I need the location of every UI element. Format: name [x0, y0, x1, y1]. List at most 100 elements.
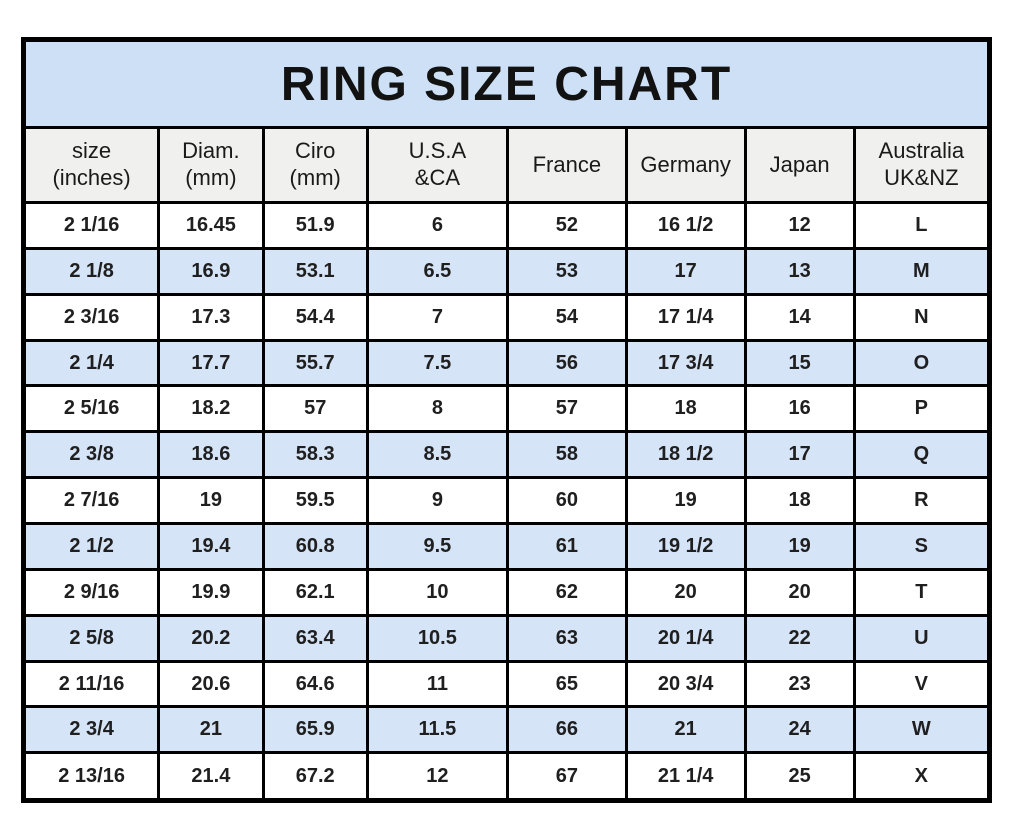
table-cell: 21 — [624, 705, 747, 755]
table-cell: 20 — [743, 567, 856, 617]
table-cell: R — [852, 476, 992, 526]
table-cell: 58.3 — [261, 430, 369, 480]
column-header-5: Germany — [624, 126, 747, 204]
table-cell: 23 — [743, 659, 856, 709]
table-cell: 2 13/16 — [21, 751, 161, 802]
table-cell: 24 — [743, 705, 856, 755]
table-cell: 20 — [624, 567, 747, 617]
table-cell: 60.8 — [261, 522, 369, 571]
table-cell: 65 — [505, 659, 628, 709]
table-row: 2 1/16 16.45 51.9 6 52 16 1/2 12 L — [21, 201, 992, 250]
table-row: 2 1/2 19.4 60.8 9.5 61 19 1/2 19 S — [21, 522, 992, 571]
table-cell: 2 1/2 — [21, 522, 161, 571]
table-cell: 16.9 — [157, 246, 265, 296]
table-cell: 21 — [157, 705, 265, 755]
table-row: 2 11/16 20.6 64.6 11 65 20 3/4 23 V — [21, 659, 992, 709]
table-cell: 19 — [157, 476, 265, 526]
table-cell: 16.45 — [157, 201, 265, 250]
table-cell: 6.5 — [365, 246, 509, 296]
table-cell: 53.1 — [261, 246, 369, 296]
table-cell: 56 — [505, 338, 628, 388]
table-cell: 60 — [505, 476, 628, 526]
table-cell: 52 — [505, 201, 628, 250]
table-row: 2 3/8 18.6 58.3 8.5 58 18 1/2 17 Q — [21, 430, 992, 480]
table-cell: 14 — [743, 292, 856, 342]
table-cell: T — [852, 567, 992, 617]
table-cell: 17 1/4 — [624, 292, 747, 342]
table-cell: 63 — [505, 613, 628, 663]
table-cell: 2 9/16 — [21, 567, 161, 617]
table-cell: 8 — [365, 384, 509, 434]
table-row: 2 3/16 17.3 54.4 7 54 17 1/4 14 N — [21, 292, 992, 342]
table-cell: 2 11/16 — [21, 659, 161, 709]
table-cell: 17 3/4 — [624, 338, 747, 388]
table-cell: 54.4 — [261, 292, 369, 342]
table-cell: 59.5 — [261, 476, 369, 526]
table-cell: 2 7/16 — [21, 476, 161, 526]
table-cell: 19 — [624, 476, 747, 526]
table-cell: 18 1/2 — [624, 430, 747, 480]
table-cell: 11.5 — [365, 705, 509, 755]
table-cell: 2 5/8 — [21, 613, 161, 663]
table-cell: 7 — [365, 292, 509, 342]
table-cell: 2 1/4 — [21, 338, 161, 388]
table-row: 2 5/16 18.2 57 8 57 18 16 P — [21, 384, 992, 434]
table-body: 2 1/16 16.45 51.9 6 52 16 1/2 12 L 2 1/8 16.9 53.1… — [21, 201, 992, 802]
table-cell: 17 — [743, 430, 856, 480]
table-cell: 9.5 — [365, 522, 509, 571]
table-cell: P — [852, 384, 992, 434]
table-cell: 16 — [743, 384, 856, 434]
table-row: 2 1/4 17.7 55.7 7.5 56 17 3/4 15 O — [21, 338, 992, 388]
table-cell: 62.1 — [261, 567, 369, 617]
column-header-2: Ciro (mm) — [261, 126, 369, 204]
table-cell: 65.9 — [261, 705, 369, 755]
table-cell: V — [852, 659, 992, 709]
column-header-6: Japan — [743, 126, 856, 204]
table-cell: 19.9 — [157, 567, 265, 617]
table-cell: 67.2 — [261, 751, 369, 802]
table-cell: 7.5 — [365, 338, 509, 388]
table-cell: 18 — [743, 476, 856, 526]
table-cell: 18.2 — [157, 384, 265, 434]
table-cell: 19.4 — [157, 522, 265, 571]
table-cell: 2 3/4 — [21, 705, 161, 755]
table-cell: U — [852, 613, 992, 663]
table-cell: L — [852, 201, 992, 250]
table-cell: 51.9 — [261, 201, 369, 250]
table-cell: 22 — [743, 613, 856, 663]
table-cell: 2 1/8 — [21, 246, 161, 296]
column-header-1: Diam. (mm) — [157, 126, 265, 204]
table-cell: 21 1/4 — [624, 751, 747, 802]
column-header-0: size (inches) — [21, 126, 161, 204]
table-cell: O — [852, 338, 992, 388]
table-cell: 13 — [743, 246, 856, 296]
table-cell: 2 3/8 — [21, 430, 161, 480]
table-row: 2 1/8 16.9 53.1 6.5 53 17 13 M — [21, 246, 992, 296]
table-cell: 17.7 — [157, 338, 265, 388]
column-header-3: U.S.A &CA — [365, 126, 509, 204]
table-cell: 20 1/4 — [624, 613, 747, 663]
table-cell: S — [852, 522, 992, 571]
table-row: 2 9/16 19.9 62.1 10 62 20 20 T — [21, 567, 992, 617]
table-cell: 63.4 — [261, 613, 369, 663]
table-cell: 58 — [505, 430, 628, 480]
table-cell: 67 — [505, 751, 628, 802]
table-cell: 57 — [505, 384, 628, 434]
table-cell: W — [852, 705, 992, 755]
table-cell: 10 — [365, 567, 509, 617]
table-cell: 12 — [365, 751, 509, 802]
ring-size-chart-table: RING SIZE CHART size (inches) Diam. (mm) Cir… — [21, 37, 992, 803]
table-cell: 62 — [505, 567, 628, 617]
table-cell: 6 — [365, 201, 509, 250]
table-cell: 66 — [505, 705, 628, 755]
table-cell: Q — [852, 430, 992, 480]
table-row: 2 7/16 19 59.5 9 60 19 18 R — [21, 476, 992, 526]
table-cell: 53 — [505, 246, 628, 296]
table-cell: 2 5/16 — [21, 384, 161, 434]
table-cell: 64.6 — [261, 659, 369, 709]
table-cell: N — [852, 292, 992, 342]
column-header-4: France — [505, 126, 628, 204]
table-cell: 21.4 — [157, 751, 265, 802]
table-cell: 20.6 — [157, 659, 265, 709]
